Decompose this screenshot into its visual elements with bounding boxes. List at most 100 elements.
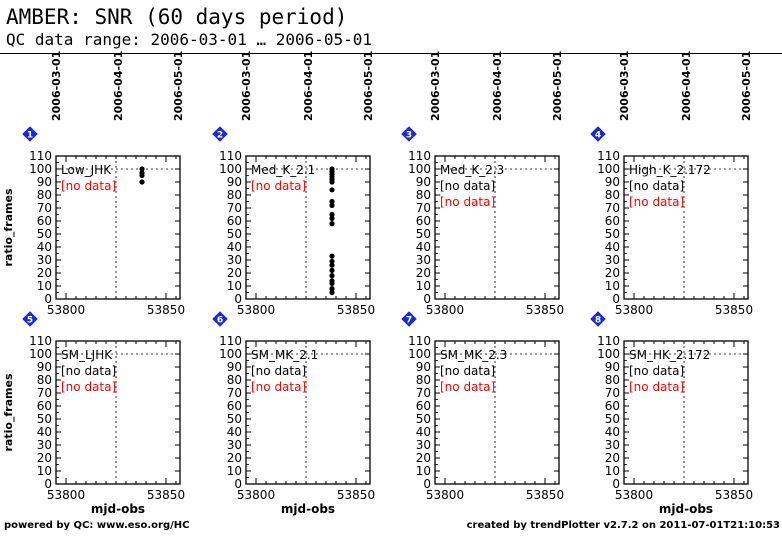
y-tick-label: 100 [408, 162, 431, 176]
y-tick-label: 110 [408, 334, 431, 348]
footer-generator: created by trendPlotter v2.7.2 on 2011-0… [466, 520, 780, 531]
date-label: 2006-04-01 [302, 51, 315, 121]
panel-label: SM_MK_2.3 [440, 348, 507, 362]
panel-number-badge [212, 126, 228, 142]
x-tick-label: 53850 [526, 488, 564, 502]
y-tick-label: 10 [227, 279, 242, 293]
y-tick-label: 40 [37, 240, 52, 254]
y-tick-label: 80 [605, 188, 620, 202]
plot-frame [55, 340, 181, 485]
y-tick-label: 70 [227, 201, 242, 215]
y-tick-label: 50 [227, 412, 242, 426]
data-point [329, 253, 335, 259]
y-tick-label: 90 [227, 175, 242, 189]
y-tick-label: 50 [416, 412, 431, 426]
panel-label: SM_MK_2.1 [251, 348, 318, 362]
y-tick-label: 90 [37, 360, 52, 374]
panel-number: 3 [406, 131, 412, 141]
x-axis-title: mjd-obs [91, 502, 145, 516]
no-data-note: [no data] [629, 364, 684, 378]
y-tick-label: 90 [605, 175, 620, 189]
panel-label: SM_LJHK [61, 348, 113, 362]
data-point [329, 286, 335, 292]
y-tick-label: 40 [416, 425, 431, 439]
data-point [329, 187, 335, 193]
date-label: 2006-03-01 [240, 51, 253, 121]
y-tick-label: 90 [605, 360, 620, 374]
y-tick-label: 80 [605, 373, 620, 387]
y-tick-label: 0 [44, 477, 52, 491]
plot-frame [55, 155, 181, 300]
y-axis-title: ratio_frames [2, 188, 15, 266]
y-axis-title: ratio_frames [2, 373, 15, 451]
plot-frame [245, 155, 371, 300]
y-tick-label: 100 [597, 347, 620, 361]
y-tick-label: 110 [597, 334, 620, 348]
y-tick-label: 50 [605, 227, 620, 241]
y-tick-label: 100 [29, 347, 52, 361]
x-tick-label: 53850 [147, 303, 185, 317]
x-tick-label: 53800 [426, 303, 464, 317]
y-tick-label: 30 [416, 253, 431, 267]
date-label: 2006-05-01 [362, 51, 375, 121]
y-tick-label: 40 [37, 425, 52, 439]
y-tick-label: 60 [227, 214, 242, 228]
x-tick-label: 53800 [47, 488, 85, 502]
y-tick-label: 70 [605, 201, 620, 215]
y-tick-label: 30 [605, 253, 620, 267]
y-tick-label: 10 [605, 279, 620, 293]
date-label: 2006-04-01 [112, 51, 125, 121]
no-data-note: [no data] [440, 380, 495, 394]
x-tick-label: 53800 [426, 488, 464, 502]
y-tick-label: 40 [227, 240, 242, 254]
y-tick-label: 0 [44, 292, 52, 306]
y-tick-label: 0 [612, 292, 620, 306]
y-tick-label: 50 [416, 227, 431, 241]
y-tick-label: 70 [37, 386, 52, 400]
x-tick-label: 53800 [237, 303, 275, 317]
y-tick-label: 60 [227, 399, 242, 413]
y-tick-label: 90 [416, 175, 431, 189]
x-tick-label: 53850 [147, 488, 185, 502]
y-tick-label: 20 [605, 266, 620, 280]
y-tick-label: 50 [227, 227, 242, 241]
plot-frame [623, 340, 749, 485]
date-label: 2006-05-01 [551, 51, 564, 121]
y-tick-label: 0 [612, 477, 620, 491]
y-tick-label: 50 [37, 412, 52, 426]
footer-credit: powered by QC: www.eso.org/HC [4, 520, 190, 531]
x-tick-label: 53850 [337, 488, 375, 502]
x-tick-label: 53850 [526, 303, 564, 317]
x-tick-label: 53800 [237, 488, 275, 502]
data-point [329, 258, 335, 264]
y-tick-label: 40 [605, 240, 620, 254]
data-point [329, 198, 335, 205]
no-data-note: [no data] [251, 380, 306, 394]
panel-label: SM_HK_2.172 [629, 348, 710, 362]
y-tick-label: 90 [37, 175, 52, 189]
panel-number: 6 [217, 316, 223, 326]
panel-label: Med_K_2.1 [251, 163, 315, 177]
y-tick-label: 30 [605, 438, 620, 452]
x-tick-label: 53850 [337, 303, 375, 317]
plot-frame [245, 340, 371, 485]
y-tick-label: 10 [37, 279, 52, 293]
y-tick-label: 20 [416, 266, 431, 280]
no-data-note: [no data] [61, 179, 116, 193]
y-tick-label: 60 [416, 399, 431, 413]
data-point [329, 289, 335, 296]
data-point [139, 166, 145, 172]
x-tick-label: 53800 [615, 488, 653, 502]
header-divider [0, 53, 782, 54]
y-tick-label: 10 [416, 279, 431, 293]
y-tick-label: 70 [37, 201, 52, 215]
y-tick-label: 10 [227, 464, 242, 478]
y-tick-label: 30 [416, 438, 431, 452]
y-tick-label: 100 [597, 162, 620, 176]
y-tick-label: 70 [416, 201, 431, 215]
x-tick-label: 53800 [47, 303, 85, 317]
